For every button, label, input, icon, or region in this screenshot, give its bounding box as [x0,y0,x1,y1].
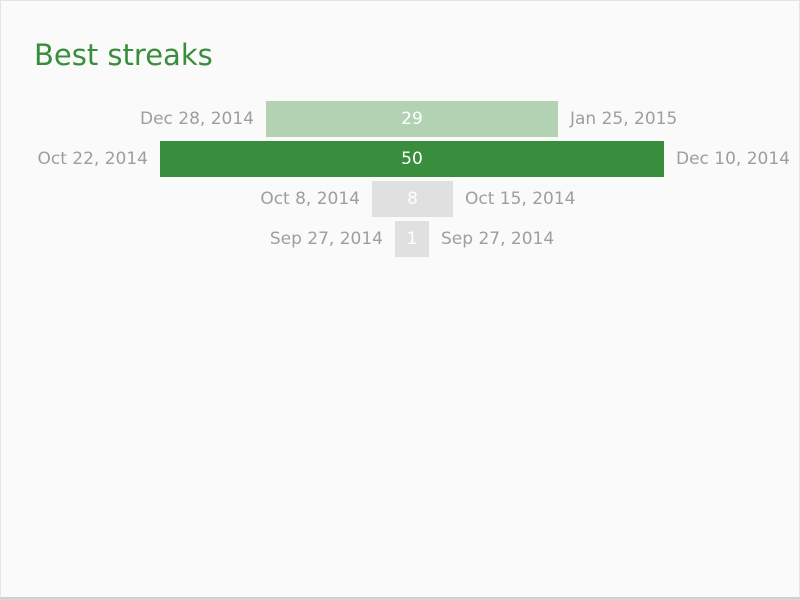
streak-bar: 29 [266,101,558,137]
streak-bar: 1 [395,221,429,257]
streak-bar: 8 [372,181,453,217]
streak-row: Sep 27, 2014 1 Sep 27, 2014 [0,221,800,257]
streak-bar: 50 [160,141,664,177]
streak-row: Oct 22, 2014 50 Dec 10, 2014 [0,141,800,177]
streak-end-date: Jan 25, 2015 [570,109,678,129]
streak-start-date: Dec 28, 2014 [139,109,254,129]
card-title: Best streaks [34,38,213,72]
streak-row: Oct 8, 2014 8 Oct 15, 2014 [0,181,800,217]
streak-start-date: Sep 27, 2014 [269,229,383,249]
streak-start-date: Oct 8, 2014 [260,189,360,209]
streak-start-date: Oct 22, 2014 [37,149,149,169]
streak-row: Dec 28, 2014 29 Jan 25, 2015 [0,101,800,137]
streak-end-date: Sep 27, 2014 [441,229,555,249]
streak-end-date: Oct 15, 2014 [465,189,576,209]
streak-end-date: Dec 10, 2014 [676,149,791,169]
